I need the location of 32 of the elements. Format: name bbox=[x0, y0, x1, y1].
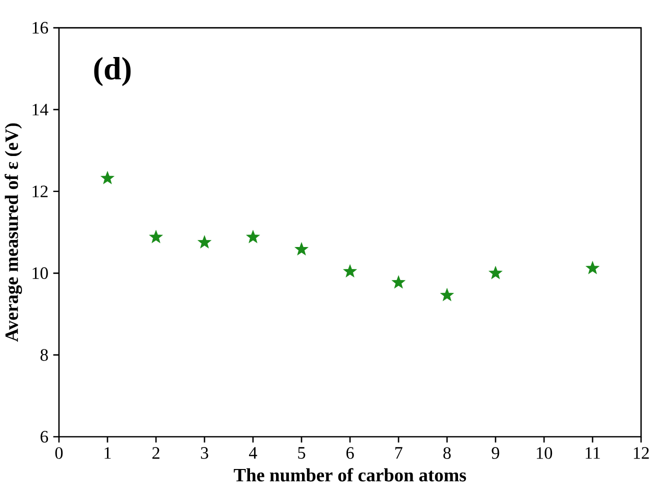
point bbox=[246, 230, 260, 243]
point bbox=[488, 266, 502, 279]
y-tick-label: 14 bbox=[32, 104, 48, 116]
y-axis-title: Average measured of ε (eV) bbox=[4, 123, 22, 342]
x-tick-label: 8 bbox=[443, 447, 451, 459]
y-tick-label: 6 bbox=[40, 430, 48, 443]
x-axis-title: The number of carbon atoms bbox=[234, 468, 466, 482]
x-tick-label: 5 bbox=[298, 447, 306, 459]
x-tick-label: 4 bbox=[249, 447, 258, 459]
annotation: (d) bbox=[94, 57, 131, 86]
y-tick-label: 16 bbox=[32, 22, 48, 34]
x-tick-label: 11 bbox=[586, 447, 600, 459]
y-tick-label: 12 bbox=[32, 186, 48, 198]
x-tick-label: 0 bbox=[55, 447, 63, 459]
point bbox=[343, 264, 357, 278]
x-tick-label: 2 bbox=[152, 447, 160, 459]
point bbox=[198, 236, 212, 248]
x-tick-label: 7 bbox=[395, 447, 402, 459]
point bbox=[586, 261, 600, 274]
x-tick-label: 12 bbox=[634, 447, 649, 459]
y-tick-label: 8 bbox=[40, 349, 48, 361]
point bbox=[100, 171, 114, 184]
x-tick-label: 10 bbox=[536, 447, 552, 459]
point bbox=[294, 242, 308, 256]
x-tick-label: 1 bbox=[104, 447, 111, 459]
point bbox=[392, 276, 406, 288]
x-tick-label: 3 bbox=[200, 447, 208, 459]
point bbox=[440, 288, 454, 301]
y-tick-label: 10 bbox=[32, 267, 48, 280]
x-tick-label: 6 bbox=[346, 447, 354, 459]
x-tick-label: 9 bbox=[492, 447, 500, 459]
point bbox=[149, 230, 163, 243]
